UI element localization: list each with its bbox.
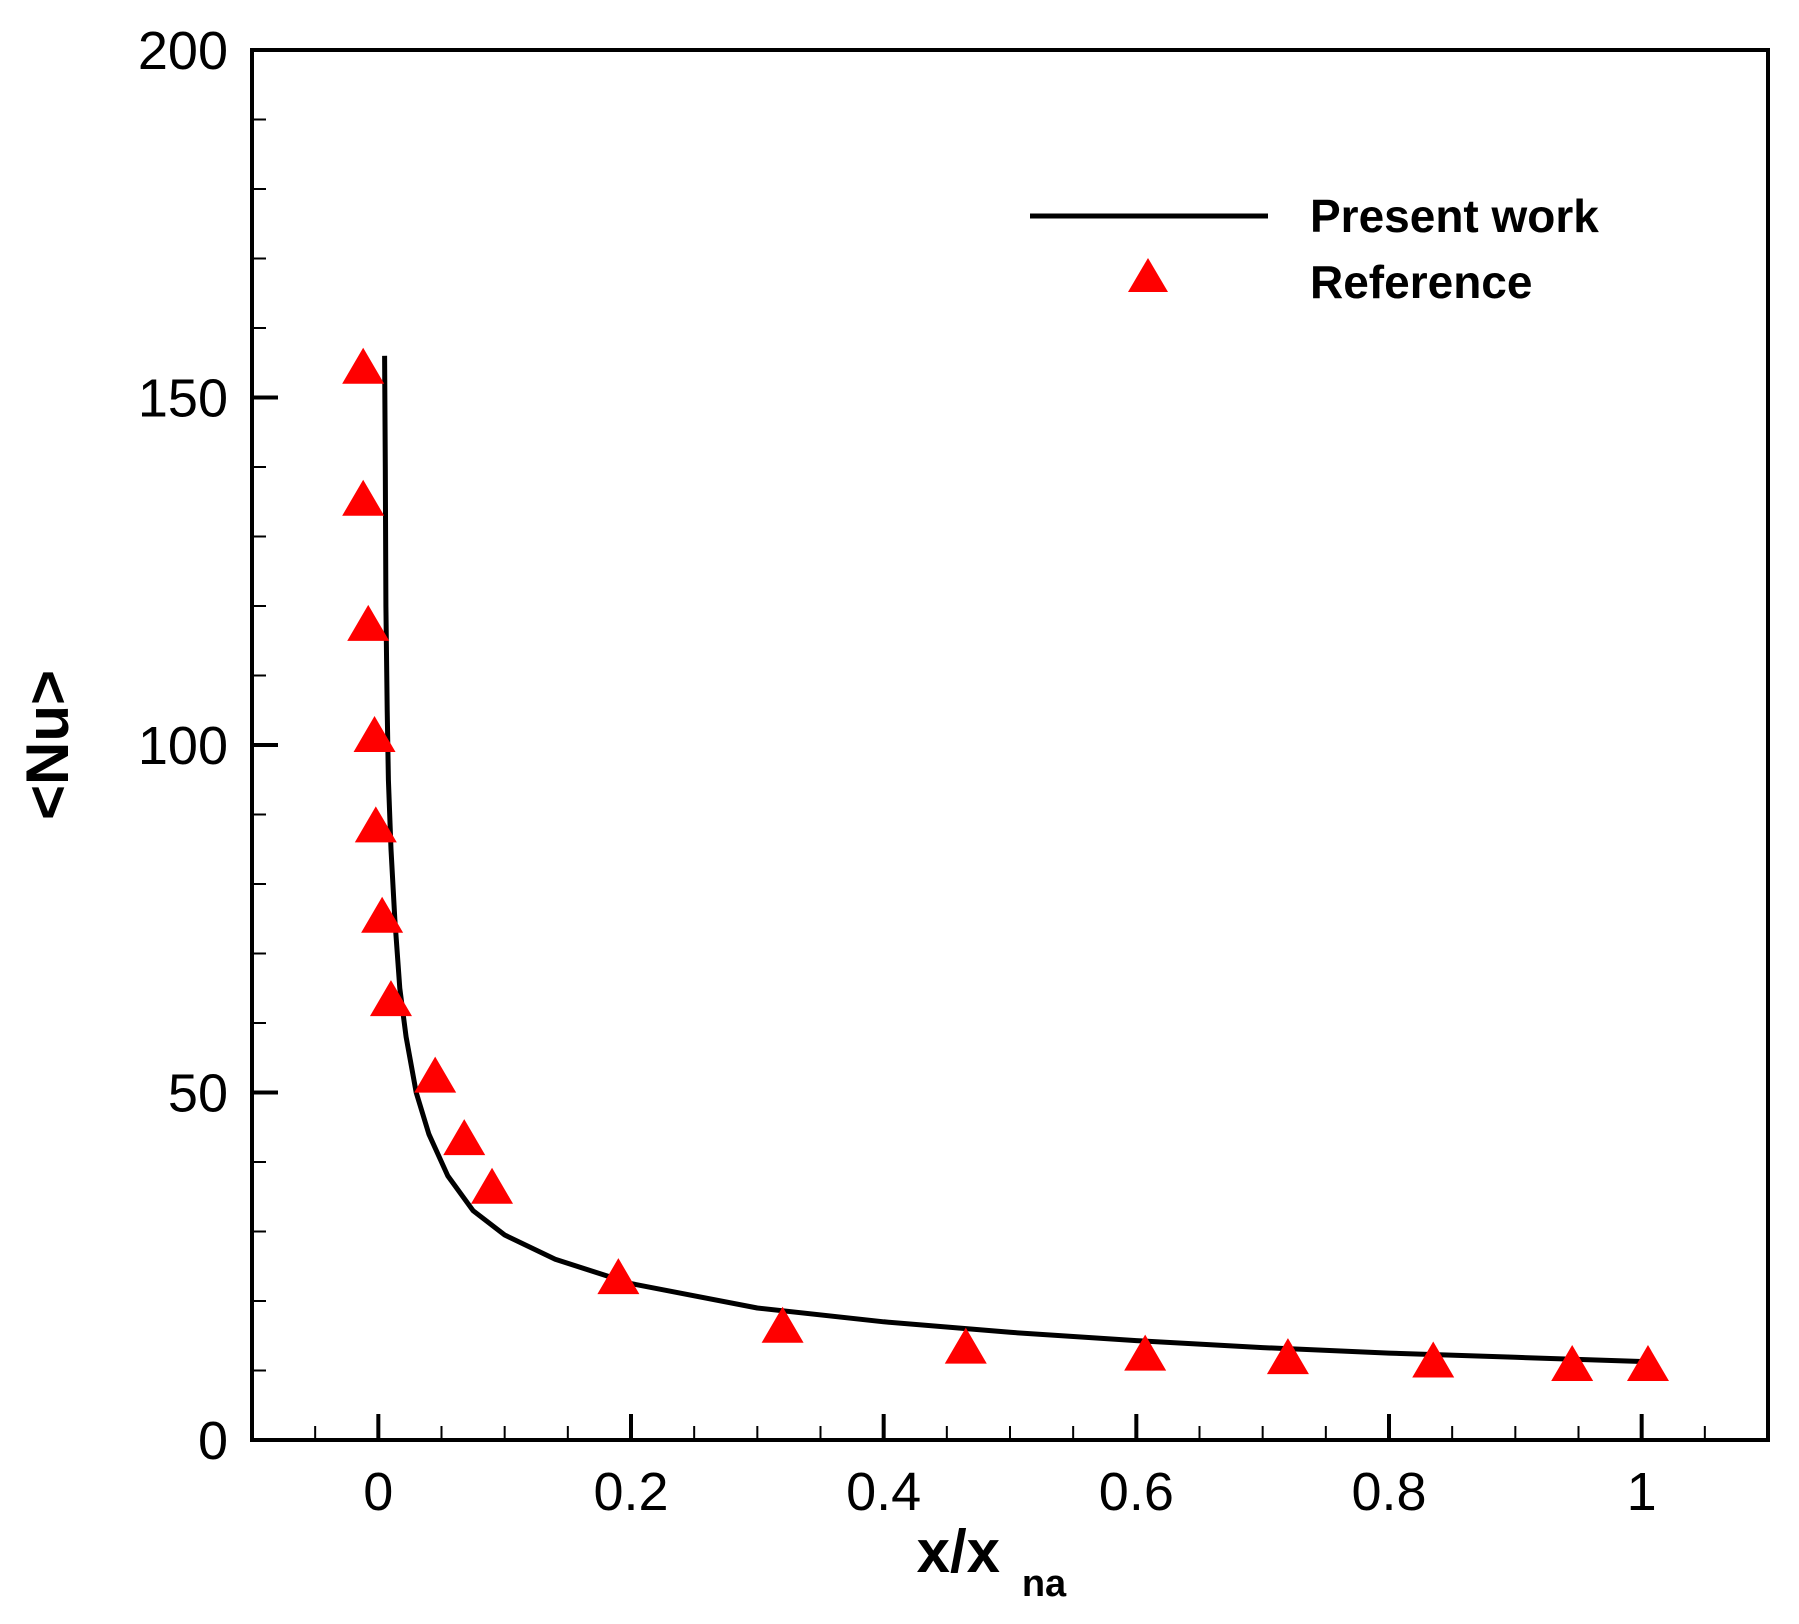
axis-ticks — [251, 48, 1769, 1442]
y-tick-label: 200 — [138, 21, 228, 81]
reference-point — [369, 980, 412, 1017]
reference-point — [761, 1306, 804, 1343]
reference-point — [1124, 1334, 1167, 1371]
x-tick-label: 0.4 — [846, 1462, 921, 1522]
reference-point — [347, 604, 390, 641]
x-tick-label: 1 — [1627, 1462, 1657, 1522]
reference-point — [944, 1327, 987, 1364]
y-tick-label: 50 — [168, 1064, 228, 1124]
plot-series — [342, 347, 1669, 1382]
y-tick-label: 0 — [198, 1411, 228, 1471]
reference-point — [443, 1119, 486, 1156]
reference-point — [354, 806, 397, 843]
x-tick-label: 0 — [363, 1462, 393, 1522]
legend-label-present-work: Present work — [1310, 190, 1599, 242]
reference-point — [353, 716, 396, 753]
reference-point — [414, 1056, 457, 1093]
legend-marker-reference — [1128, 258, 1168, 292]
reference-point — [342, 347, 385, 384]
legend: Present work Reference — [1030, 190, 1599, 308]
y-axis-title: <Nu> — [14, 670, 81, 820]
x-tick-label: 0.2 — [593, 1462, 668, 1522]
x-axis-title-subscript: na — [1022, 1563, 1067, 1605]
x-tick-label: 0.6 — [1099, 1462, 1174, 1522]
plot-frame — [250, 48, 1770, 1442]
tick-labels: 0 0.2 0.4 0.6 0.8 1 0 50 100 150 200 — [138, 21, 1657, 1522]
reference-point — [1412, 1341, 1455, 1378]
y-tick-label: 150 — [138, 369, 228, 429]
reference-point — [597, 1258, 640, 1295]
reference-point — [361, 896, 404, 933]
reference-point — [1626, 1345, 1669, 1382]
x-tick-label: 0.8 — [1351, 1462, 1426, 1522]
reference-point — [1551, 1345, 1594, 1382]
x-axis-title: x/x — [917, 1518, 1000, 1585]
reference-point — [471, 1167, 514, 1204]
reference-point — [342, 479, 385, 516]
series-line-present-work — [382, 355, 1642, 1364]
y-tick-label: 100 — [138, 716, 228, 776]
reference-point — [1266, 1338, 1309, 1375]
legend-label-reference: Reference — [1310, 256, 1532, 308]
